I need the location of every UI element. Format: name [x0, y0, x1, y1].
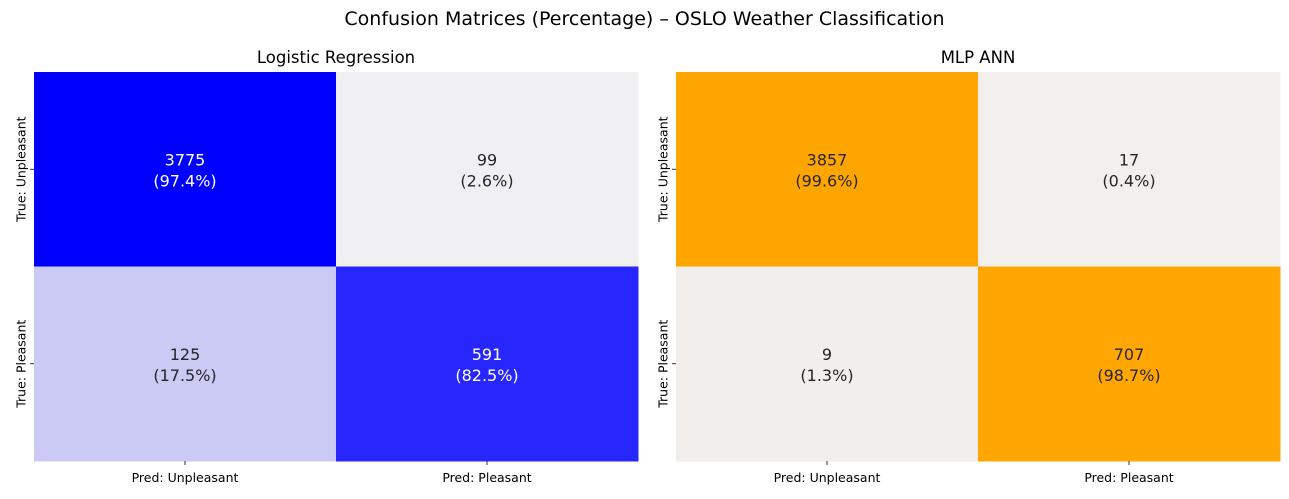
cell-count-label: 9 — [822, 345, 832, 364]
x-tick-label: Pred: Unpleasant — [774, 470, 881, 485]
heatmap-cell — [676, 72, 979, 267]
cell-count-label: 591 — [472, 345, 503, 364]
cell-percent-label: (97.4%) — [153, 171, 216, 190]
cell-count-label: 99 — [477, 150, 497, 169]
cell-count-label: 3775 — [165, 150, 206, 169]
cell-percent-label: (98.7%) — [1097, 366, 1160, 385]
heatmap-cell — [34, 266, 337, 462]
y-tick-label: True: Unpleasant — [656, 116, 671, 223]
cell-percent-label: (17.5%) — [153, 366, 216, 385]
cell-percent-label: (2.6%) — [460, 171, 513, 190]
heatmap-cell — [978, 266, 1281, 462]
cell-count-label: 707 — [1114, 345, 1145, 364]
cell-count-label: 17 — [1119, 150, 1139, 169]
cell-percent-label: (0.4%) — [1102, 171, 1155, 190]
panel-title: Logistic Regression — [257, 48, 415, 67]
figure-title: Confusion Matrices (Percentage) – OSLO W… — [344, 8, 944, 30]
heatmap-panel-2: MLP ANN 3857 (99.6%) 17 (0.4%) 9 (1.3%) 707 (98.… — [656, 48, 1281, 485]
heatmap-cell — [676, 266, 979, 462]
heatmap-cell — [34, 72, 337, 267]
x-tick-label: Pred: Pleasant — [1084, 470, 1173, 485]
heatmap-panel-1: Logistic Regression 3775 (97.4%) 99 (2.6%) 12… — [14, 48, 639, 485]
cell-percent-label: (99.6%) — [795, 171, 858, 190]
cell-percent-label: (82.5%) — [455, 366, 518, 385]
y-tick-label: True: Unpleasant — [14, 116, 29, 223]
y-tick-label: True: Pleasant — [656, 320, 671, 409]
cell-percent-label: (1.3%) — [800, 366, 853, 385]
panel-title: MLP ANN — [941, 48, 1016, 67]
x-tick-label: Pred: Unpleasant — [132, 470, 239, 485]
cell-count-label: 3857 — [807, 150, 848, 169]
y-tick-label: True: Pleasant — [14, 320, 29, 409]
heatmap-cell — [336, 72, 639, 267]
heatmap-cell — [336, 266, 639, 462]
cell-count-label: 125 — [170, 345, 201, 364]
x-tick-label: Pred: Pleasant — [442, 470, 531, 485]
heatmap-cell — [978, 72, 1281, 267]
